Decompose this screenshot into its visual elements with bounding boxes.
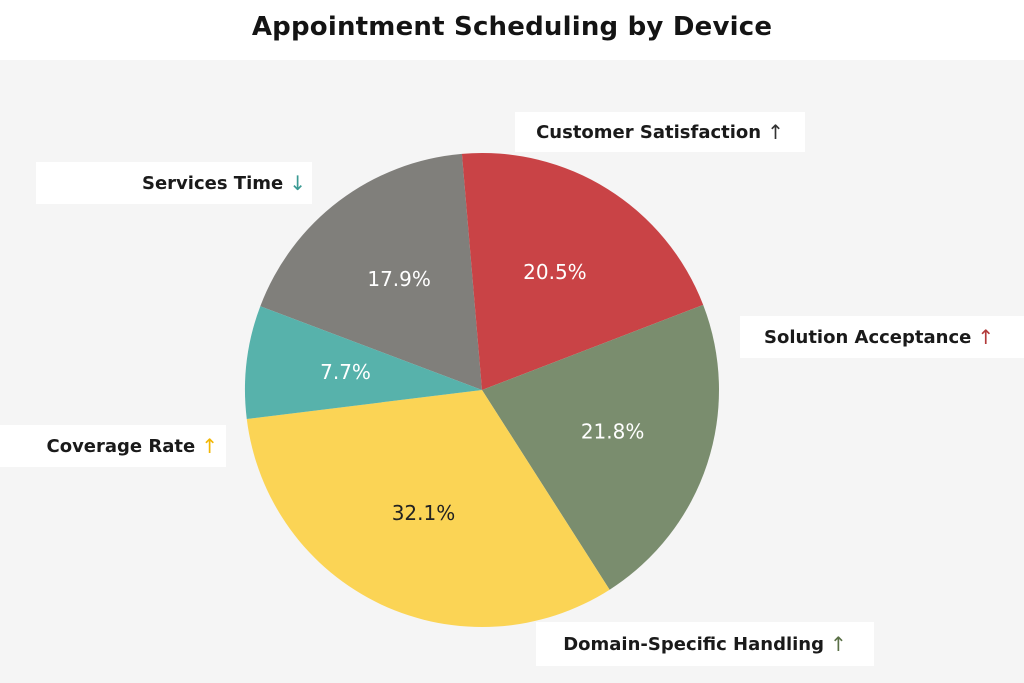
trend-up-icon: ↑ (977, 325, 995, 349)
slice-value-label: 17.9% (367, 267, 431, 291)
pie-slice-domain-specific-handling (482, 304, 719, 590)
trend-up-icon: ↑ (767, 120, 784, 144)
chart-title: Appointment Scheduling by Device (251, 12, 773, 42)
callout-services-time: Services Time ↓ (36, 162, 312, 204)
trend-up-icon: ↑ (830, 632, 847, 656)
trend-down-icon: ↓ (289, 171, 306, 195)
callout-domain-specific-handling: Domain-Specific Handling ↑ (536, 622, 874, 666)
slice-label: Solution Acceptance (764, 326, 972, 348)
trend-up-icon: ↑ (201, 434, 218, 458)
slice-label: Domain-Specific Handling (563, 633, 825, 655)
callout-solution-acceptance: Solution Acceptance ↑ (740, 316, 1024, 358)
callout-coverage-rate: Coverage Rate ↑ (0, 425, 226, 467)
callout-customer-satisfaction: Customer Satisfaction ↑ (515, 112, 805, 152)
pie-slice-services-time (244, 306, 482, 419)
slice-label: Services Time (142, 172, 284, 194)
slice-label: Customer Satisfaction (536, 121, 762, 143)
pie-slice-solution-acceptance (461, 153, 704, 390)
pie-slice-coverage-rate (246, 390, 610, 627)
slice-value-label: 20.5% (523, 260, 587, 284)
slice-value-label: 7.7% (320, 360, 371, 384)
slice-value-label: 21.8% (581, 419, 645, 443)
slice-value-label: 32.1% (392, 501, 456, 525)
slice-label: Coverage Rate (46, 435, 196, 457)
pie-slice-customer-satisfaction (260, 153, 482, 390)
